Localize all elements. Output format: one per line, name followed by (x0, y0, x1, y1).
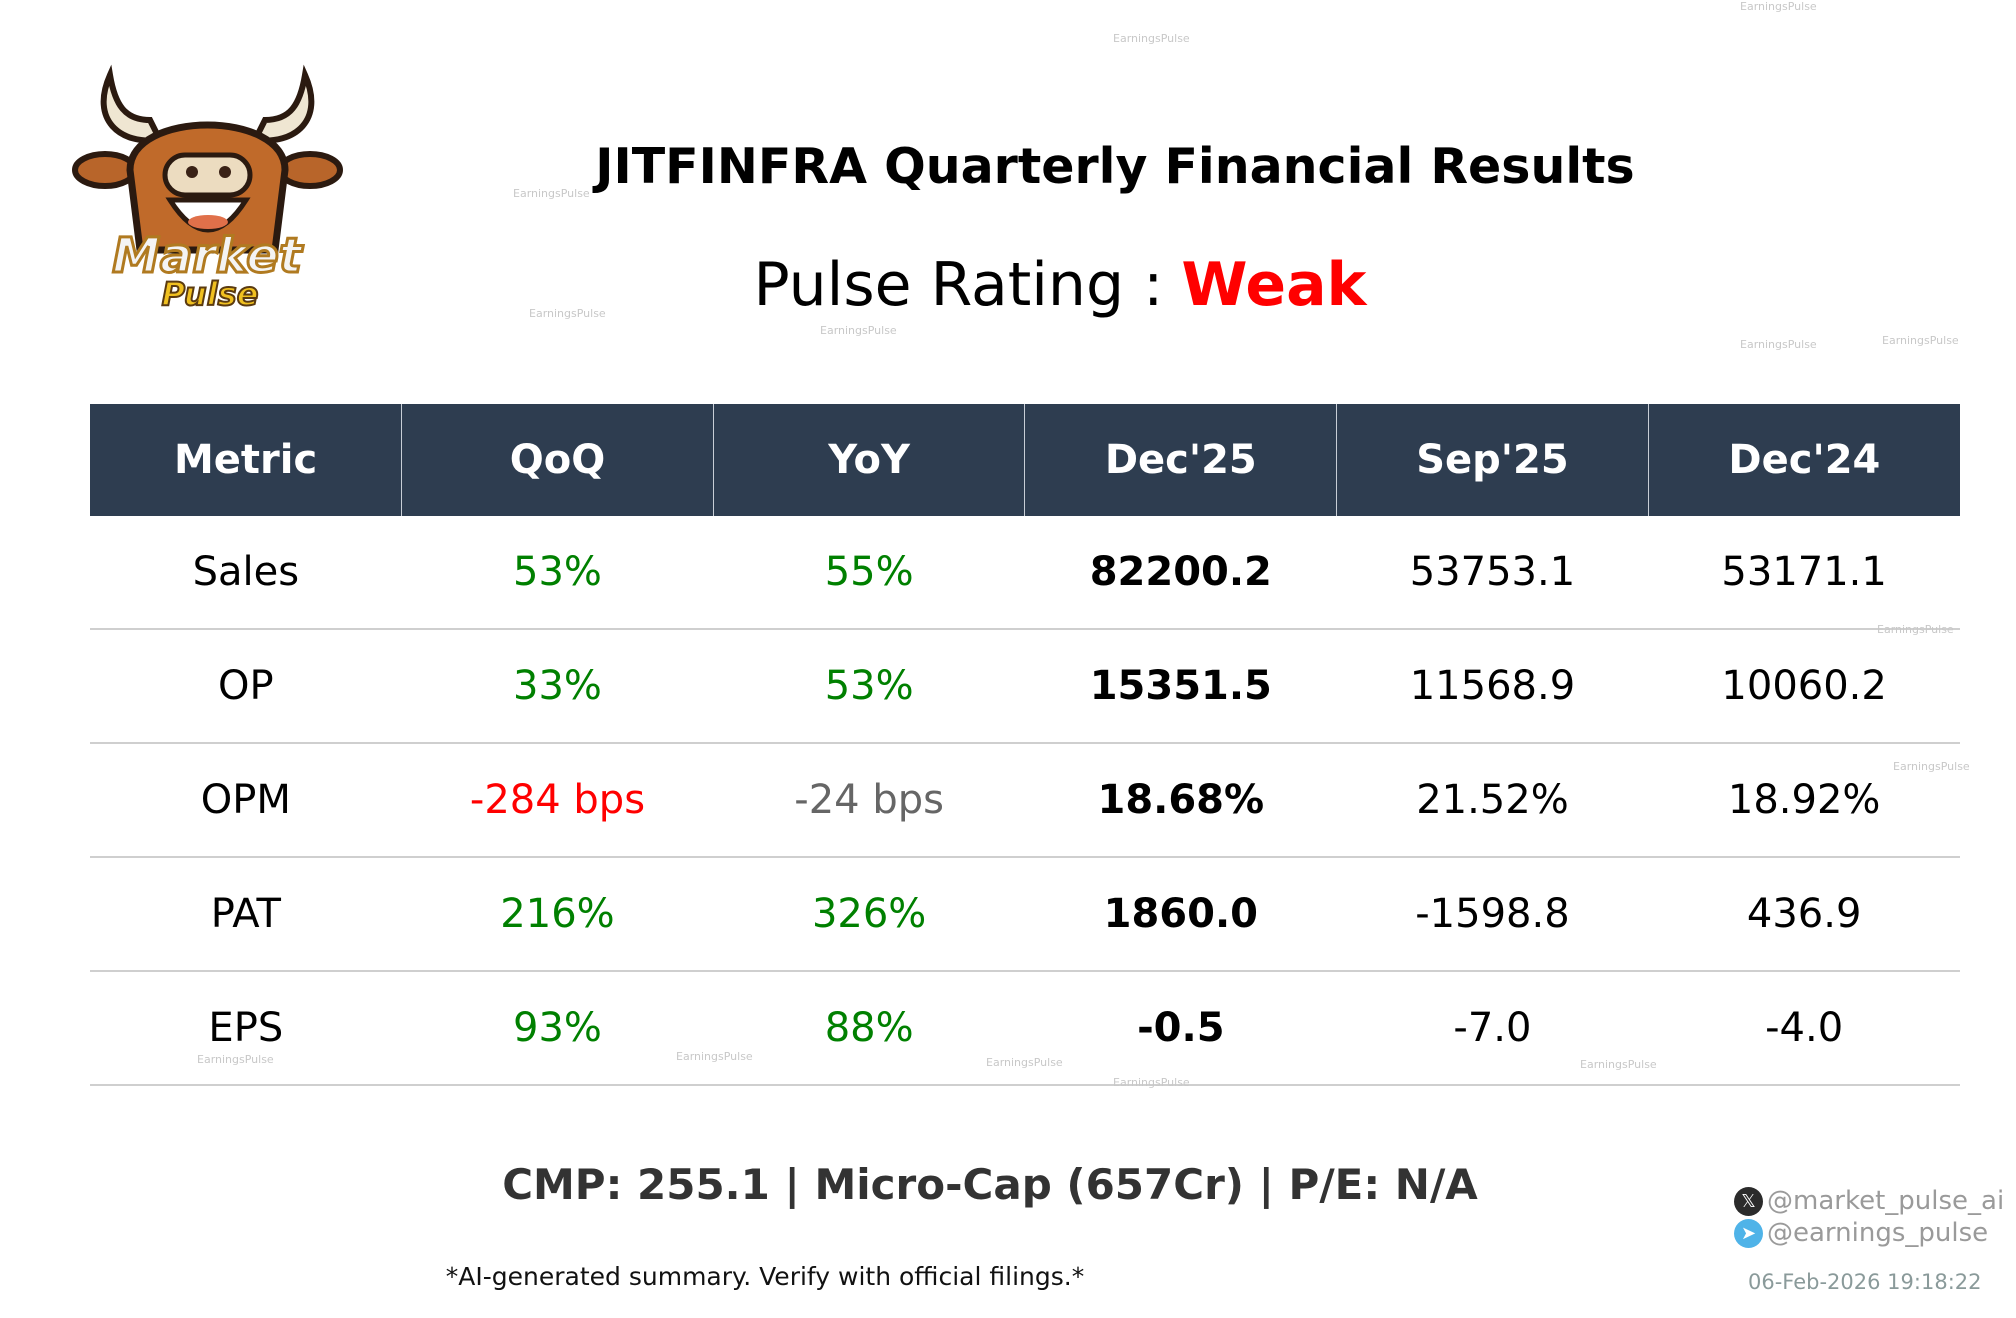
results-table: Metric QoQ YoY Dec'25 Sep'25 Dec'24 Sale… (90, 404, 1960, 1086)
rating-label: Pulse Rating : (753, 250, 1164, 320)
watermark: EarningsPulse (1877, 623, 1954, 636)
previous-quarter-cell: 11568.9 (1336, 629, 1649, 744)
column-header: YoY (712, 404, 1025, 516)
metric-cell: OPM (90, 743, 402, 858)
qoq-cell: 93% (401, 971, 714, 1086)
watermark: EarningsPulse (1113, 1076, 1190, 1089)
timestamp: 06-Feb-2026 19:18:22 (1748, 1270, 1982, 1294)
year-ago-quarter-cell: 18.92% (1648, 743, 1960, 858)
watermark: EarningsPulse (1580, 1058, 1657, 1071)
column-header: Sep'25 (1336, 404, 1649, 516)
watermark: EarningsPulse (197, 1053, 274, 1066)
year-ago-quarter-cell: -4.0 (1648, 971, 1960, 1086)
previous-quarter-cell: -7.0 (1336, 971, 1649, 1086)
previous-quarter-cell: 53753.1 (1336, 516, 1649, 630)
market-pulse-logo: Market Pulse (72, 64, 343, 310)
yoy-cell: -24 bps (713, 743, 1025, 858)
telegram-icon: ➤ (1734, 1218, 1763, 1248)
current-quarter-cell: 82200.2 (1024, 516, 1337, 630)
yoy-cell: 88% (713, 971, 1025, 1086)
yoy-cell: 326% (713, 857, 1025, 972)
yoy-cell: 53% (713, 629, 1025, 744)
table-row: EPS 93% 88% -0.5 -7.0 -4.0 (90, 971, 1960, 1086)
telegram-handle-text: @earnings_pulse (1767, 1218, 1989, 1248)
watermark: EarningsPulse (1740, 338, 1817, 351)
column-header: Metric (90, 404, 402, 516)
table-row: Sales 53% 55% 82200.2 53753.1 53171.1 (90, 516, 1960, 630)
metric-cell: EPS (90, 971, 402, 1086)
disclaimer: *AI-generated summary. Verify with offic… (445, 1262, 1085, 1291)
cmp-summary: CMP: 255.1 | Micro-Cap (657Cr) | P/E: N/… (502, 1160, 1478, 1209)
pulse-rating: Pulse Rating : Weak (0, 250, 2016, 320)
column-header: QoQ (401, 404, 714, 516)
watermark: EarningsPulse (1113, 32, 1190, 45)
year-ago-quarter-cell: 436.9 (1648, 857, 1960, 972)
current-quarter-cell: 18.68% (1024, 743, 1337, 858)
yoy-cell: 55% (713, 516, 1025, 630)
watermark: EarningsPulse (820, 324, 897, 337)
watermark: EarningsPulse (1740, 0, 1817, 13)
year-ago-quarter-cell: 10060.2 (1648, 629, 1960, 744)
year-ago-quarter-cell: 53171.1 (1648, 516, 1960, 630)
table-row: OPM -284 bps -24 bps 18.68% 21.52% 18.92% (90, 743, 1960, 858)
watermark: EarningsPulse (513, 187, 590, 200)
rating-value: Weak (1181, 250, 1367, 320)
watermark: EarningsPulse (676, 1050, 753, 1063)
table-row: OP 33% 53% 15351.5 11568.9 10060.2 (90, 629, 1960, 744)
qoq-cell: 33% (401, 629, 714, 744)
qoq-cell: -284 bps (401, 743, 714, 858)
watermark: EarningsPulse (529, 307, 606, 320)
column-header: Dec'24 (1647, 404, 1960, 516)
telegram-handle[interactable]: ➤ @earnings_pulse (1734, 1218, 1988, 1248)
current-quarter-cell: 1860.0 (1024, 857, 1337, 972)
table-row: PAT 216% 326% 1860.0 -1598.8 436.9 (90, 857, 1960, 972)
watermark: EarningsPulse (986, 1056, 1063, 1069)
metric-cell: Sales (90, 516, 402, 630)
watermark: EarningsPulse (1893, 760, 1970, 773)
metric-cell: PAT (90, 857, 402, 972)
twitter-handle-text: @market_pulse_ai (1767, 1186, 2005, 1216)
svg-text:Market: Market (112, 228, 304, 284)
watermark: EarningsPulse (1882, 334, 1959, 347)
qoq-cell: 216% (401, 857, 714, 972)
qoq-cell: 53% (401, 516, 714, 630)
current-quarter-cell: 15351.5 (1024, 629, 1337, 744)
page-title: JITFINFRA Quarterly Financial Results (595, 138, 1635, 195)
previous-quarter-cell: -1598.8 (1336, 857, 1649, 972)
svg-text:Pulse: Pulse (162, 275, 259, 310)
table-header-row: Metric QoQ YoY Dec'25 Sep'25 Dec'24 (90, 404, 1960, 516)
metric-cell: OP (90, 629, 402, 744)
twitter-handle[interactable]: 𝕏 @market_pulse_ai (1734, 1186, 2004, 1216)
column-header: Dec'25 (1024, 404, 1337, 516)
previous-quarter-cell: 21.52% (1336, 743, 1649, 858)
x-icon: 𝕏 (1734, 1186, 1763, 1216)
current-quarter-cell: -0.5 (1024, 971, 1337, 1086)
